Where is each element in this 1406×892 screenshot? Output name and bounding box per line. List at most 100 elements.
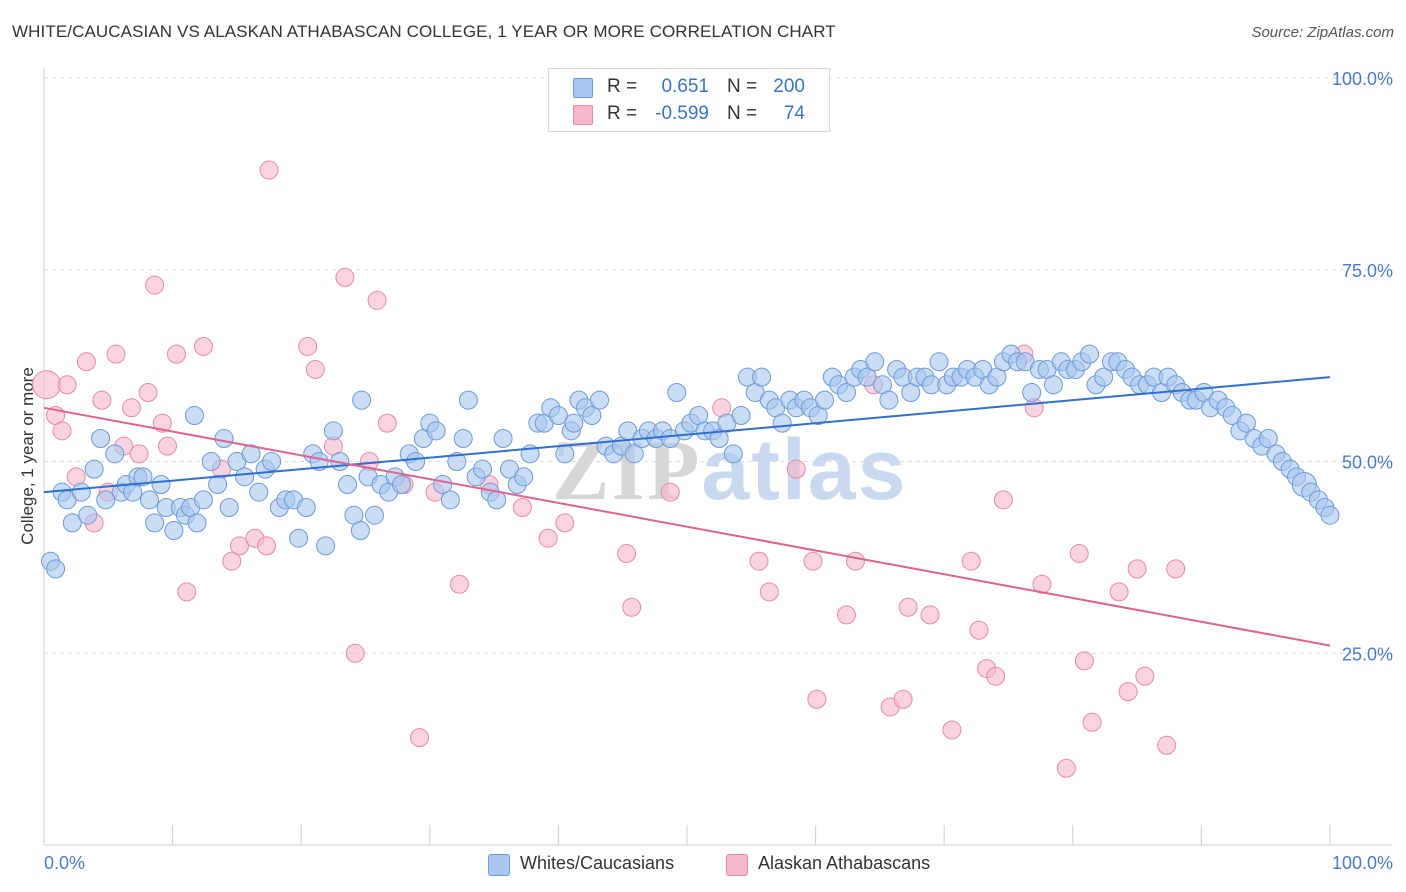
white-caucasian-point (1258, 428, 1278, 448)
athabascan-point (52, 421, 72, 441)
athabascan-point (803, 551, 823, 571)
athabascan-point (807, 689, 827, 709)
white-caucasian-point (139, 490, 159, 510)
athabascan-point (106, 344, 126, 364)
legend-n-value: 200 (773, 76, 805, 97)
white-caucasian-point (145, 513, 165, 533)
athabascan-point (193, 336, 213, 356)
white-caucasian-point (316, 536, 336, 556)
grid-layer (44, 77, 1392, 654)
athabascan-point (969, 620, 989, 640)
athabascan-point (449, 574, 469, 594)
white-caucasian-point (493, 428, 513, 448)
series-legend: Whites/Caucasians Alaskan Athabascans (0, 852, 1406, 876)
white-caucasian-point (241, 444, 261, 464)
athabascan-point (920, 605, 940, 625)
white-caucasian-point (447, 452, 467, 471)
white-caucasian-point (323, 421, 343, 441)
athabascan-point (145, 275, 165, 295)
athabascan-point (961, 551, 981, 571)
legend-swatch-whites (573, 78, 593, 98)
legend-n-label: N = (727, 76, 758, 97)
legend-swatch-athabascans (573, 105, 593, 125)
y-tick-label: 100.0% (1332, 69, 1393, 89)
athabascan-point (749, 551, 769, 571)
white-caucasian-point (164, 521, 184, 541)
x-tick-label: 0.0% (44, 853, 85, 873)
athabascan-point (1118, 682, 1138, 702)
athabascan-point (622, 597, 642, 617)
athabascan-point (555, 513, 575, 533)
white-caucasian-point (365, 505, 385, 525)
white-caucasian-point (392, 475, 412, 495)
chart-title: WHITE/CAUCASIAN VS ALASKAN ATHABASCAN CO… (12, 22, 836, 41)
athabascan-point (229, 536, 249, 556)
white-caucasian-point (187, 513, 207, 533)
white-caucasian-point (667, 382, 687, 402)
athabascan-point (367, 290, 387, 310)
white-caucasian-point (564, 413, 584, 433)
athabascan-point (1135, 666, 1155, 686)
white-caucasian-point (46, 559, 66, 579)
white-caucasian-point (352, 390, 372, 410)
series-label-athabascans: Alaskan Athabascans (758, 853, 931, 873)
white-caucasian-point (723, 444, 743, 464)
white-caucasian-point (548, 405, 568, 425)
white-caucasian-point (1094, 367, 1114, 387)
athabascan-point (32, 370, 62, 400)
legend-r-value: 0.651 (661, 76, 709, 97)
legend-r-label: R = (607, 76, 638, 97)
athabascan-point (1157, 735, 1177, 755)
white-caucasian-point (249, 482, 269, 502)
white-caucasian-point (555, 444, 575, 464)
white-caucasian-point (709, 428, 729, 448)
athabascan-point (512, 498, 532, 518)
legend-n-label: N = (727, 103, 758, 124)
white-caucasian-point (78, 505, 98, 525)
white-caucasian-point (151, 475, 171, 495)
athabascan-point (256, 536, 276, 556)
series-label-whites: Whites/Caucasians (520, 853, 675, 873)
white-caucasian-point (582, 405, 602, 425)
white-caucasian-point (426, 421, 446, 441)
white-caucasian-point (473, 459, 493, 479)
whites-caucasians-points (40, 344, 1340, 579)
white-caucasian-point (440, 490, 460, 510)
athabascan-point (893, 689, 913, 709)
athabascan-point (166, 344, 186, 364)
athabascan-point (538, 528, 558, 548)
legend-r-label: R = (607, 103, 638, 124)
white-caucasian-point (590, 390, 610, 410)
athabascan-point (1082, 712, 1102, 732)
athabascan-point (1166, 559, 1186, 579)
white-caucasian-point (91, 428, 111, 448)
correlation-legend: R = 0.651 N = 200 R = -0.599 N = 74 (548, 68, 830, 132)
series-swatch-whites (488, 854, 510, 876)
white-caucasian-point (857, 367, 877, 387)
athabascan-point (377, 413, 397, 433)
white-caucasian-point (1044, 375, 1064, 395)
legend-row-athabascans: R = -0.599 N = 74 (549, 101, 829, 127)
athabascan-point (57, 375, 77, 395)
axis-layer (43, 68, 1392, 846)
tick-labels: 100.0% 75.0% 50.0% 25.0% 0.0% 100.0% (44, 69, 1393, 873)
athabascan-point (759, 582, 779, 602)
athabascan-point (222, 551, 242, 571)
white-caucasian-point (62, 513, 82, 533)
white-caucasian-point (929, 352, 949, 372)
white-caucasian-point (453, 428, 473, 448)
athabascan-point (157, 436, 177, 456)
athabascan-point (121, 398, 141, 418)
legend-n-value: 74 (783, 103, 805, 124)
athabascan-point (1074, 651, 1094, 671)
white-caucasian-point (235, 467, 255, 487)
athabascan-point (335, 267, 355, 287)
white-caucasian-point (262, 452, 282, 471)
white-caucasian-point (184, 405, 204, 425)
athabascan-point (345, 643, 365, 663)
white-caucasian-point (289, 528, 309, 548)
athabascan-point (129, 444, 149, 464)
white-caucasian-point (624, 444, 644, 464)
white-caucasian-point (219, 498, 239, 518)
athabascan-point (138, 382, 158, 402)
